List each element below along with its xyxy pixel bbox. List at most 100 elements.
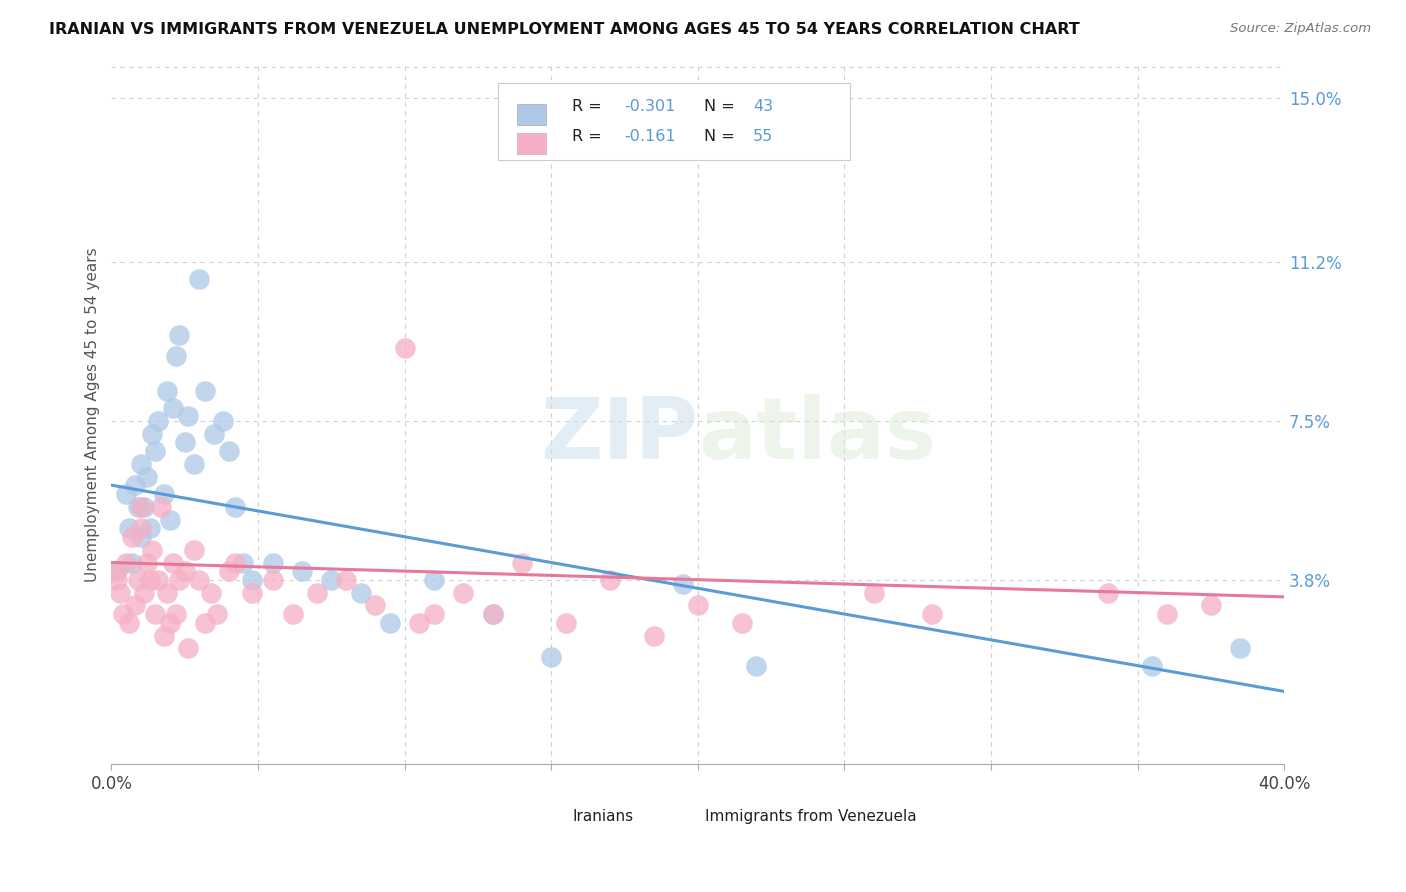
Point: [165, 607, 187, 621]
Point: [162, 556, 184, 570]
Point: [167, 327, 190, 342]
Text: R =: R =: [572, 129, 612, 145]
Point: [510, 556, 533, 570]
Point: [135, 469, 157, 483]
Point: [194, 384, 217, 398]
Point: [176, 641, 198, 656]
Text: IRANIAN VS IMMIGRANTS FROM VENEZUELA UNEMPLOYMENT AMONG AGES 45 TO 54 YEARS CORR: IRANIAN VS IMMIGRANTS FROM VENEZUELA UNE…: [49, 22, 1080, 37]
Text: R =: R =: [572, 99, 607, 113]
FancyBboxPatch shape: [671, 805, 699, 828]
Point: [108, 585, 131, 599]
Point: [921, 607, 943, 621]
Point: [745, 658, 768, 673]
Point: [129, 530, 152, 544]
Point: [132, 500, 155, 514]
Text: Iranians: Iranians: [572, 810, 634, 824]
FancyBboxPatch shape: [538, 805, 567, 828]
Point: [335, 573, 357, 587]
Point: [176, 409, 198, 424]
Point: [129, 500, 152, 514]
Point: [1142, 658, 1164, 673]
Text: 43: 43: [754, 99, 773, 113]
Point: [127, 573, 149, 587]
Point: [138, 521, 160, 535]
Y-axis label: Unemployment Among Ages 45 to 54 years: Unemployment Among Ages 45 to 54 years: [86, 247, 100, 582]
Point: [321, 573, 343, 587]
Point: [115, 556, 138, 570]
Point: [129, 457, 152, 471]
Point: [1097, 585, 1119, 599]
Point: [224, 500, 246, 514]
Point: [150, 500, 173, 514]
Point: [127, 500, 149, 514]
Point: [643, 629, 665, 643]
Point: [132, 585, 155, 599]
Point: [291, 564, 314, 578]
Point: [731, 615, 754, 630]
Point: [1156, 607, 1178, 621]
Point: [283, 607, 305, 621]
Point: [173, 564, 195, 578]
Point: [156, 585, 179, 599]
Point: [205, 607, 228, 621]
Point: [118, 615, 141, 630]
Point: [1229, 641, 1251, 656]
Point: [112, 607, 135, 621]
Point: [202, 426, 225, 441]
Text: N =: N =: [703, 99, 740, 113]
Point: [408, 615, 430, 630]
Text: Immigrants from Venezuela: Immigrants from Venezuela: [704, 810, 917, 824]
Point: [138, 573, 160, 587]
Point: [211, 414, 233, 428]
Point: [451, 585, 474, 599]
Text: N =: N =: [703, 129, 740, 145]
Text: Source: ZipAtlas.com: Source: ZipAtlas.com: [1230, 22, 1371, 36]
Point: [240, 585, 263, 599]
Point: [554, 615, 576, 630]
Point: [121, 530, 143, 544]
Point: [218, 443, 240, 458]
Point: [153, 629, 176, 643]
Point: [364, 599, 387, 613]
Point: [141, 426, 163, 441]
Point: [672, 577, 695, 591]
Text: -0.161: -0.161: [624, 129, 675, 145]
Point: [305, 585, 328, 599]
Text: 55: 55: [754, 129, 773, 145]
Point: [105, 573, 128, 587]
Point: [145, 607, 167, 621]
Point: [129, 521, 152, 535]
Point: [862, 585, 884, 599]
Point: [167, 573, 190, 587]
Point: [141, 542, 163, 557]
Text: ZIP: ZIP: [540, 393, 697, 477]
Text: atlas: atlas: [697, 393, 936, 477]
Point: [183, 542, 205, 557]
Point: [124, 478, 146, 492]
Point: [240, 573, 263, 587]
FancyBboxPatch shape: [498, 83, 851, 160]
Point: [124, 599, 146, 613]
Point: [159, 615, 181, 630]
Point: [423, 607, 446, 621]
Point: [218, 564, 240, 578]
Point: [262, 556, 284, 570]
Point: [153, 487, 176, 501]
Text: -0.301: -0.301: [624, 99, 675, 113]
Point: [159, 512, 181, 526]
Point: [183, 457, 205, 471]
Point: [188, 272, 211, 286]
Point: [481, 607, 503, 621]
Point: [173, 435, 195, 450]
Point: [103, 564, 125, 578]
Point: [349, 585, 371, 599]
Point: [115, 487, 138, 501]
Point: [378, 615, 401, 630]
Point: [145, 443, 167, 458]
Point: [686, 599, 709, 613]
Point: [423, 573, 446, 587]
Point: [165, 349, 187, 363]
Point: [540, 650, 562, 665]
Point: [148, 573, 170, 587]
Point: [135, 556, 157, 570]
